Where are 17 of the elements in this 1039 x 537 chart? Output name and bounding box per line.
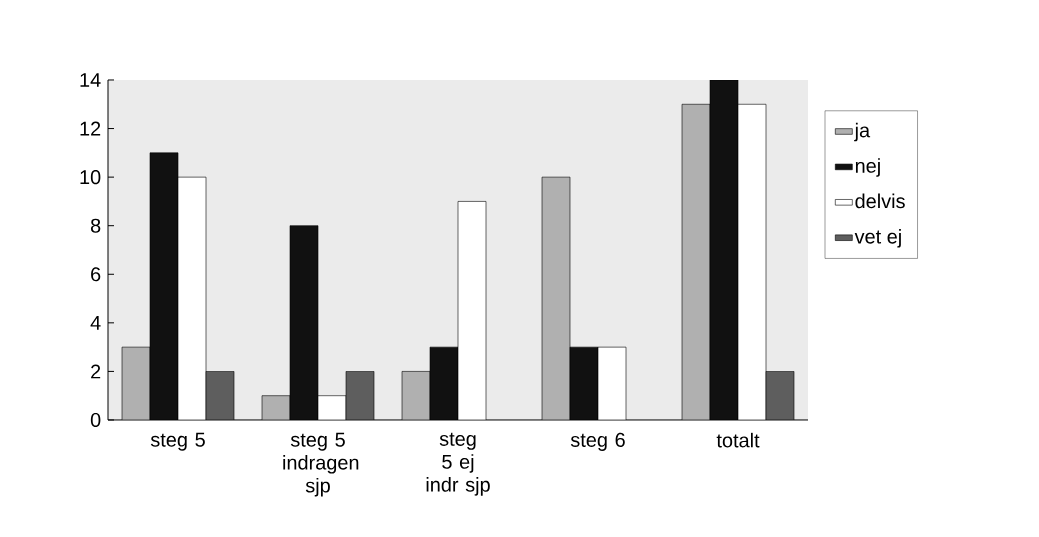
legend-label: ja (854, 122, 871, 142)
x-tick-label: steg 6 (570, 432, 625, 451)
legend-label: nej (855, 158, 880, 177)
y-tick-label: 14 (80, 73, 101, 87)
x-tick-label: totalt (716, 432, 760, 448)
x-tick-label: steg 5 (150, 432, 205, 451)
y-tick-label: 12 (80, 121, 101, 136)
legend-label: delvis (855, 193, 905, 209)
y-tick-label: 0 (90, 412, 101, 428)
y-tick-label: 2 (91, 364, 101, 379)
x-tick-label: steg 5 ej indr sjp (426, 432, 490, 496)
x-tick-label: steg 5 indragen sjp (283, 432, 359, 497)
y-tick-label: 4 (90, 315, 101, 330)
y-tick-label: 6 (91, 267, 101, 282)
legend-label: vet ej (854, 229, 901, 248)
y-tick-label: 8 (90, 218, 101, 233)
y-tick-label: 10 (80, 170, 101, 185)
